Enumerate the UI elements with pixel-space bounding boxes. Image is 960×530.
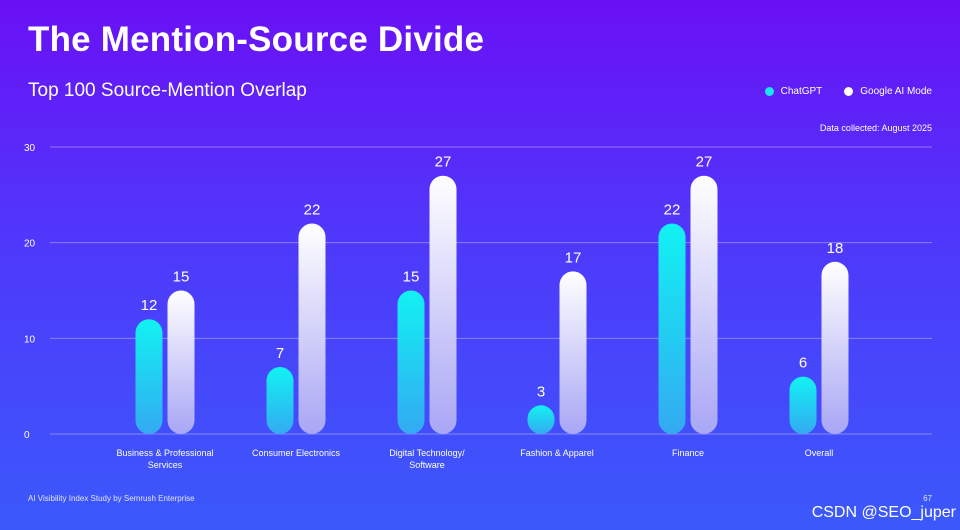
x-tick-label-line: Software (409, 460, 445, 470)
watermark: CSDN @SEO_juper (811, 504, 956, 521)
bar-google (298, 223, 326, 434)
x-tick-label: Fashion & Apparel (520, 448, 594, 458)
data-label-google: 27 (696, 154, 713, 171)
x-tick-label-line: Services (148, 460, 183, 470)
legend: ChatGPT Google AI Mode (764, 86, 932, 97)
data-label-google: 17 (565, 249, 582, 266)
data-label-chatgpt: 6 (799, 355, 807, 372)
bar-chatgpt (658, 223, 686, 434)
y-tick-label: 20 (24, 239, 36, 250)
x-tick-label-line: Fashion & Apparel (520, 448, 594, 458)
bar-chatgpt (135, 319, 163, 434)
y-tick-label: 10 (24, 334, 36, 345)
bar-google (167, 290, 195, 434)
legend-item-chatgpt: ChatGPT (764, 86, 823, 97)
data-label-google: 22 (304, 202, 321, 219)
data-label-google: 27 (435, 154, 452, 171)
data-label-chatgpt: 7 (276, 345, 284, 362)
data-label-chatgpt: 3 (537, 383, 545, 400)
legend-label-chatgpt: ChatGPT (780, 86, 823, 97)
x-tick-label: Consumer Electronics (252, 448, 341, 458)
data-collected-note: Data collected: August 2025 (819, 123, 932, 133)
footer-source: AI Visibility Index Study by Semrush Ent… (28, 494, 195, 503)
data-label-chatgpt: 12 (141, 297, 158, 314)
bar-google (429, 175, 457, 434)
y-tick-label: 30 (24, 143, 36, 154)
chart-title: The Mention-Source Divide (28, 20, 485, 59)
x-tick-label-line: Consumer Electronics (252, 448, 341, 458)
legend-label-google: Google AI Mode (860, 86, 932, 97)
bar-chatgpt (266, 367, 294, 434)
x-tick-label: Business & Professional Services (116, 448, 213, 470)
bar-google (559, 271, 587, 434)
x-tick-label-line: Overall (805, 448, 834, 458)
data-label-google: 15 (173, 269, 190, 286)
x-tick-label: Overall (805, 448, 834, 458)
x-tick-label-line: Business & Professional (116, 448, 213, 458)
x-tick-label: Digital Technology/Software (389, 448, 465, 470)
legend-item-google: Google AI Mode (844, 86, 932, 97)
x-tick-label-line: Digital Technology/ (389, 448, 465, 458)
page-number: 67 (923, 494, 932, 503)
bar-chatgpt (397, 290, 425, 434)
y-tick-label: 0 (24, 430, 30, 441)
data-label-google: 18 (827, 240, 844, 257)
data-label-chatgpt: 15 (403, 269, 420, 286)
bar-google (821, 261, 849, 434)
x-tick-label: Finance (672, 448, 704, 458)
data-label-chatgpt: 22 (664, 202, 681, 219)
bar-google (690, 175, 718, 434)
chart-subtitle: Top 100 Source-Mention Overlap (28, 80, 307, 101)
bar-chatgpt (789, 376, 817, 434)
x-tick-label-line: Finance (672, 448, 704, 458)
bar-chatgpt (527, 405, 555, 434)
legend-swatch-google (844, 87, 854, 96)
legend-swatch-chatgpt (764, 87, 774, 96)
